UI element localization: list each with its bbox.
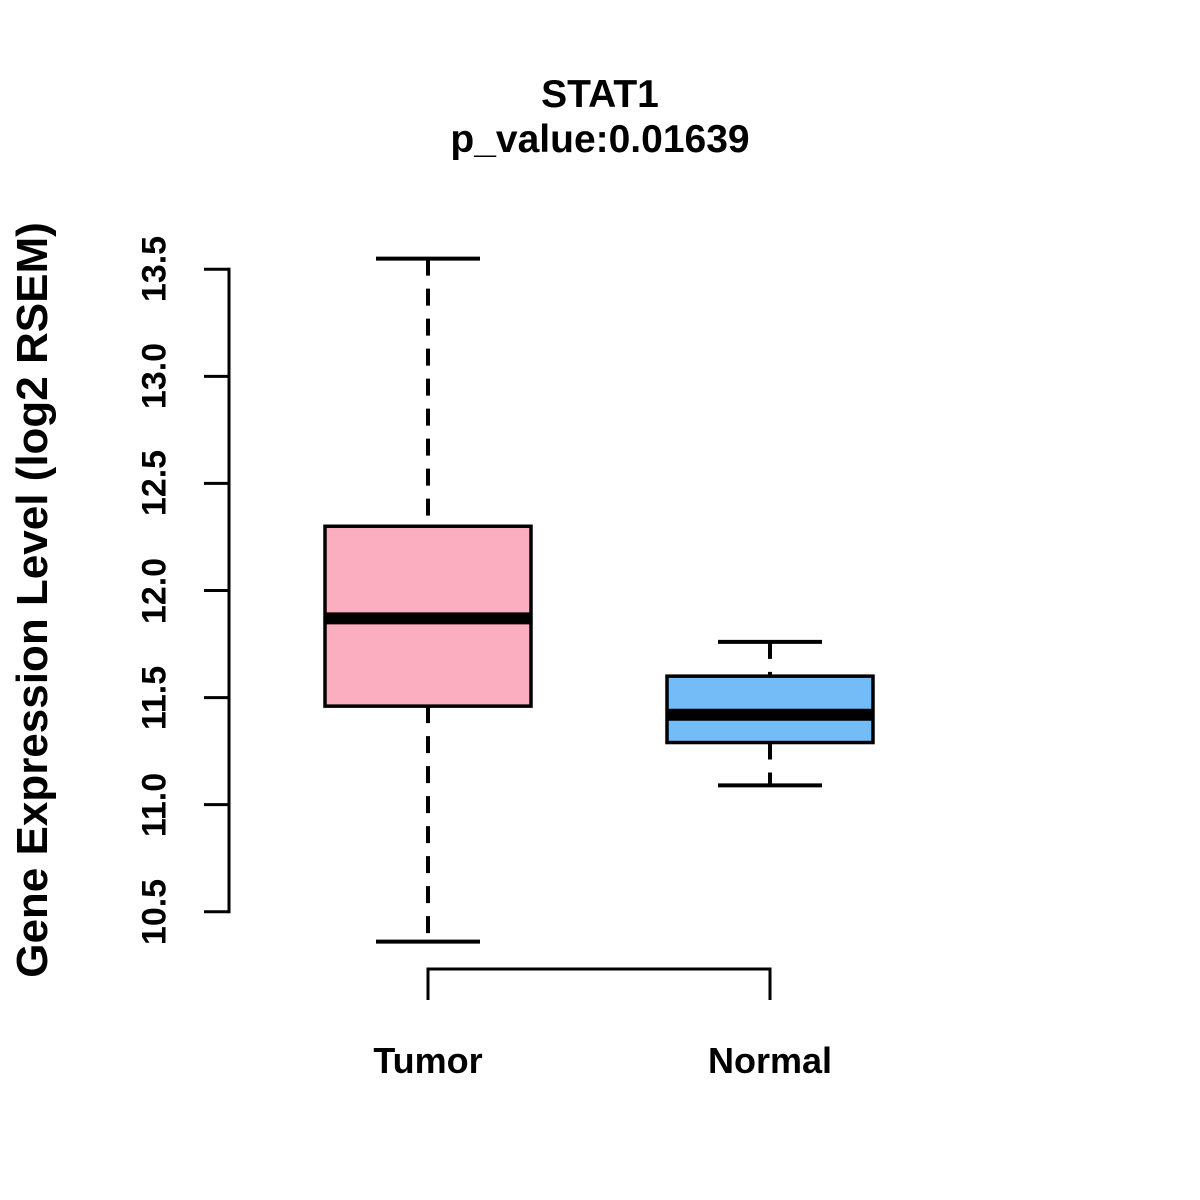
chart-subtitle: p_value:0.01639 (450, 118, 750, 161)
x-category-label-normal: Normal (707, 1040, 833, 1081)
y-tick-label-10.5: 10.5 (135, 878, 174, 945)
y-tick-label-13.5: 13.5 (135, 236, 174, 303)
chart-title: STAT1 (541, 73, 659, 116)
y-tick-label-13.0: 13.0 (135, 343, 174, 410)
x-category-label-tumor: Tumor (373, 1040, 483, 1081)
y-tick-label-12.0: 12.0 (135, 557, 174, 624)
y-tick-label-11.0: 11.0 (135, 772, 174, 837)
y-tick-label-12.5: 12.5 (135, 450, 174, 517)
x-axis-bracket (426, 967, 772, 1000)
y-tick-label-11.5: 11.5 (135, 665, 174, 730)
